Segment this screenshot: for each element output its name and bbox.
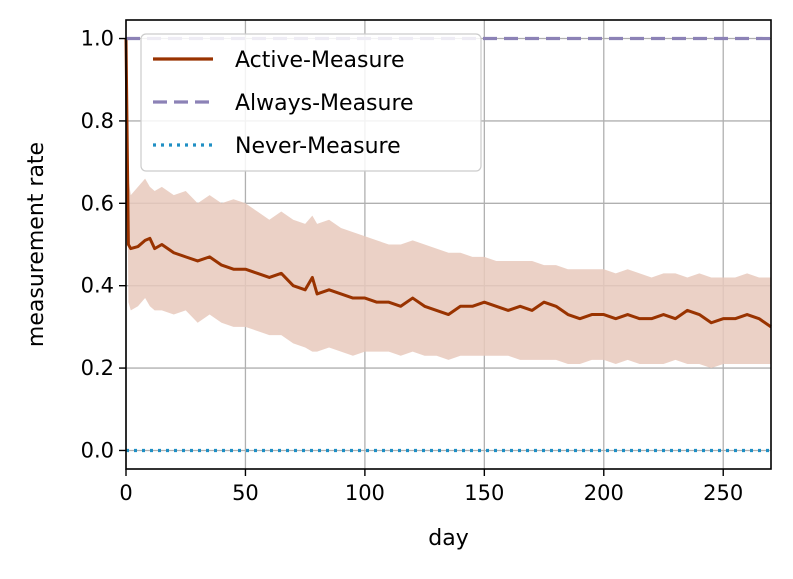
- active-measure-line: [124, 38, 772, 329]
- active-measure-band: [126, 38, 771, 369]
- x-tick-label: 0: [119, 481, 132, 505]
- y-tick-label: 1.0: [81, 27, 114, 51]
- x-tick-label: 100: [345, 481, 385, 505]
- x-tick-label: 200: [584, 481, 624, 505]
- y-tick-label: 0.8: [81, 109, 114, 133]
- legend-label-always-measure: Always-Measure: [235, 91, 414, 116]
- y-axis-ticks: 0.0 0.2 0.4 0.6 0.8 1.0: [81, 27, 126, 462]
- legend: Active-Measure Always-Measure Never-Measur…: [140, 33, 482, 172]
- x-axis-label: day: [428, 526, 468, 551]
- x-tick-label: 250: [703, 481, 743, 505]
- y-tick-label: 0.4: [81, 274, 114, 298]
- legend-label-never-measure: Never-Measure: [235, 134, 401, 159]
- plot-frame: [125, 19, 772, 470]
- legend-box: [140, 33, 482, 172]
- y-axis-label: measurement rate: [24, 142, 49, 347]
- y-tick-label: 0.2: [81, 356, 114, 380]
- legend-label-active-measure: Active-Measure: [235, 48, 405, 73]
- x-tick-label: 150: [464, 481, 504, 505]
- confidence-bands: [126, 38, 771, 369]
- y-tick-label: 0.6: [81, 191, 114, 215]
- y-tick-label: 0.0: [81, 438, 114, 462]
- x-tick-label: 50: [232, 481, 259, 505]
- x-axis-ticks: 0 50 100 150 200 250: [119, 469, 743, 505]
